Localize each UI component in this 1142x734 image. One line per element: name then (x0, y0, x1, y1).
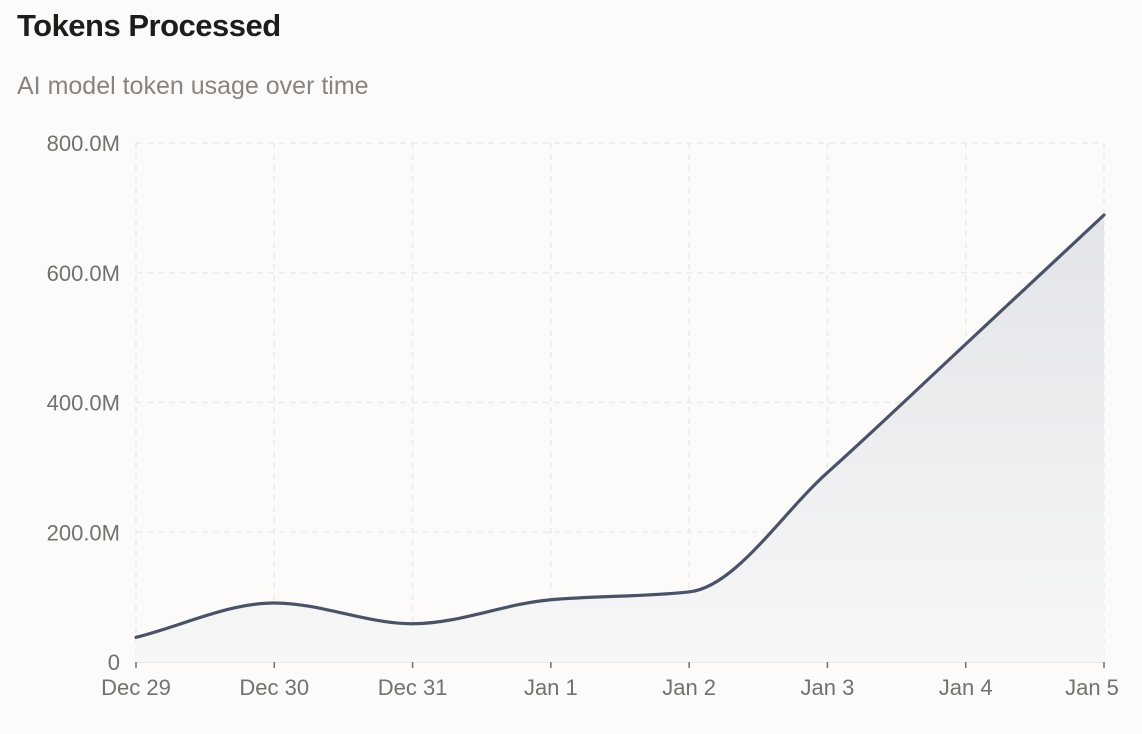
chart-axes (135, 661, 1105, 668)
x-tick-label: Jan 1 (524, 675, 578, 700)
x-axis-labels: Dec 29 Dec 30 Dec 31 Jan 1 Jan 2 Jan 3 Jan 4 Ja… (101, 675, 1119, 700)
line-layer (134, 213, 1106, 639)
x-tick-label: Jan 2 (662, 675, 716, 700)
x-tick-label: Jan 5 (1065, 675, 1119, 700)
y-tick-label: 600.0M (47, 261, 120, 286)
y-tick-label: 0 (108, 650, 120, 675)
y-tick-label: 400.0M (47, 391, 120, 416)
y-tick-label: 800.0M (47, 131, 120, 156)
x-tick-label: Jan 4 (939, 675, 993, 700)
area-layer (136, 215, 1104, 663)
x-tick-label: Dec 30 (239, 675, 309, 700)
y-axis-labels: 0 200.0M 400.0M 600.0M 800.0M (47, 131, 120, 675)
x-tick-label: Jan 3 (801, 675, 855, 700)
series-area (136, 215, 1104, 663)
y-tick-label: 200.0M (47, 520, 120, 545)
x-tick-label: Dec 29 (101, 675, 171, 700)
chart-subtitle: AI model token usage over time (17, 72, 369, 100)
chart-title: Tokens Processed (17, 8, 281, 43)
series-line (134, 213, 1106, 639)
x-tick-label: Dec 31 (378, 675, 448, 700)
